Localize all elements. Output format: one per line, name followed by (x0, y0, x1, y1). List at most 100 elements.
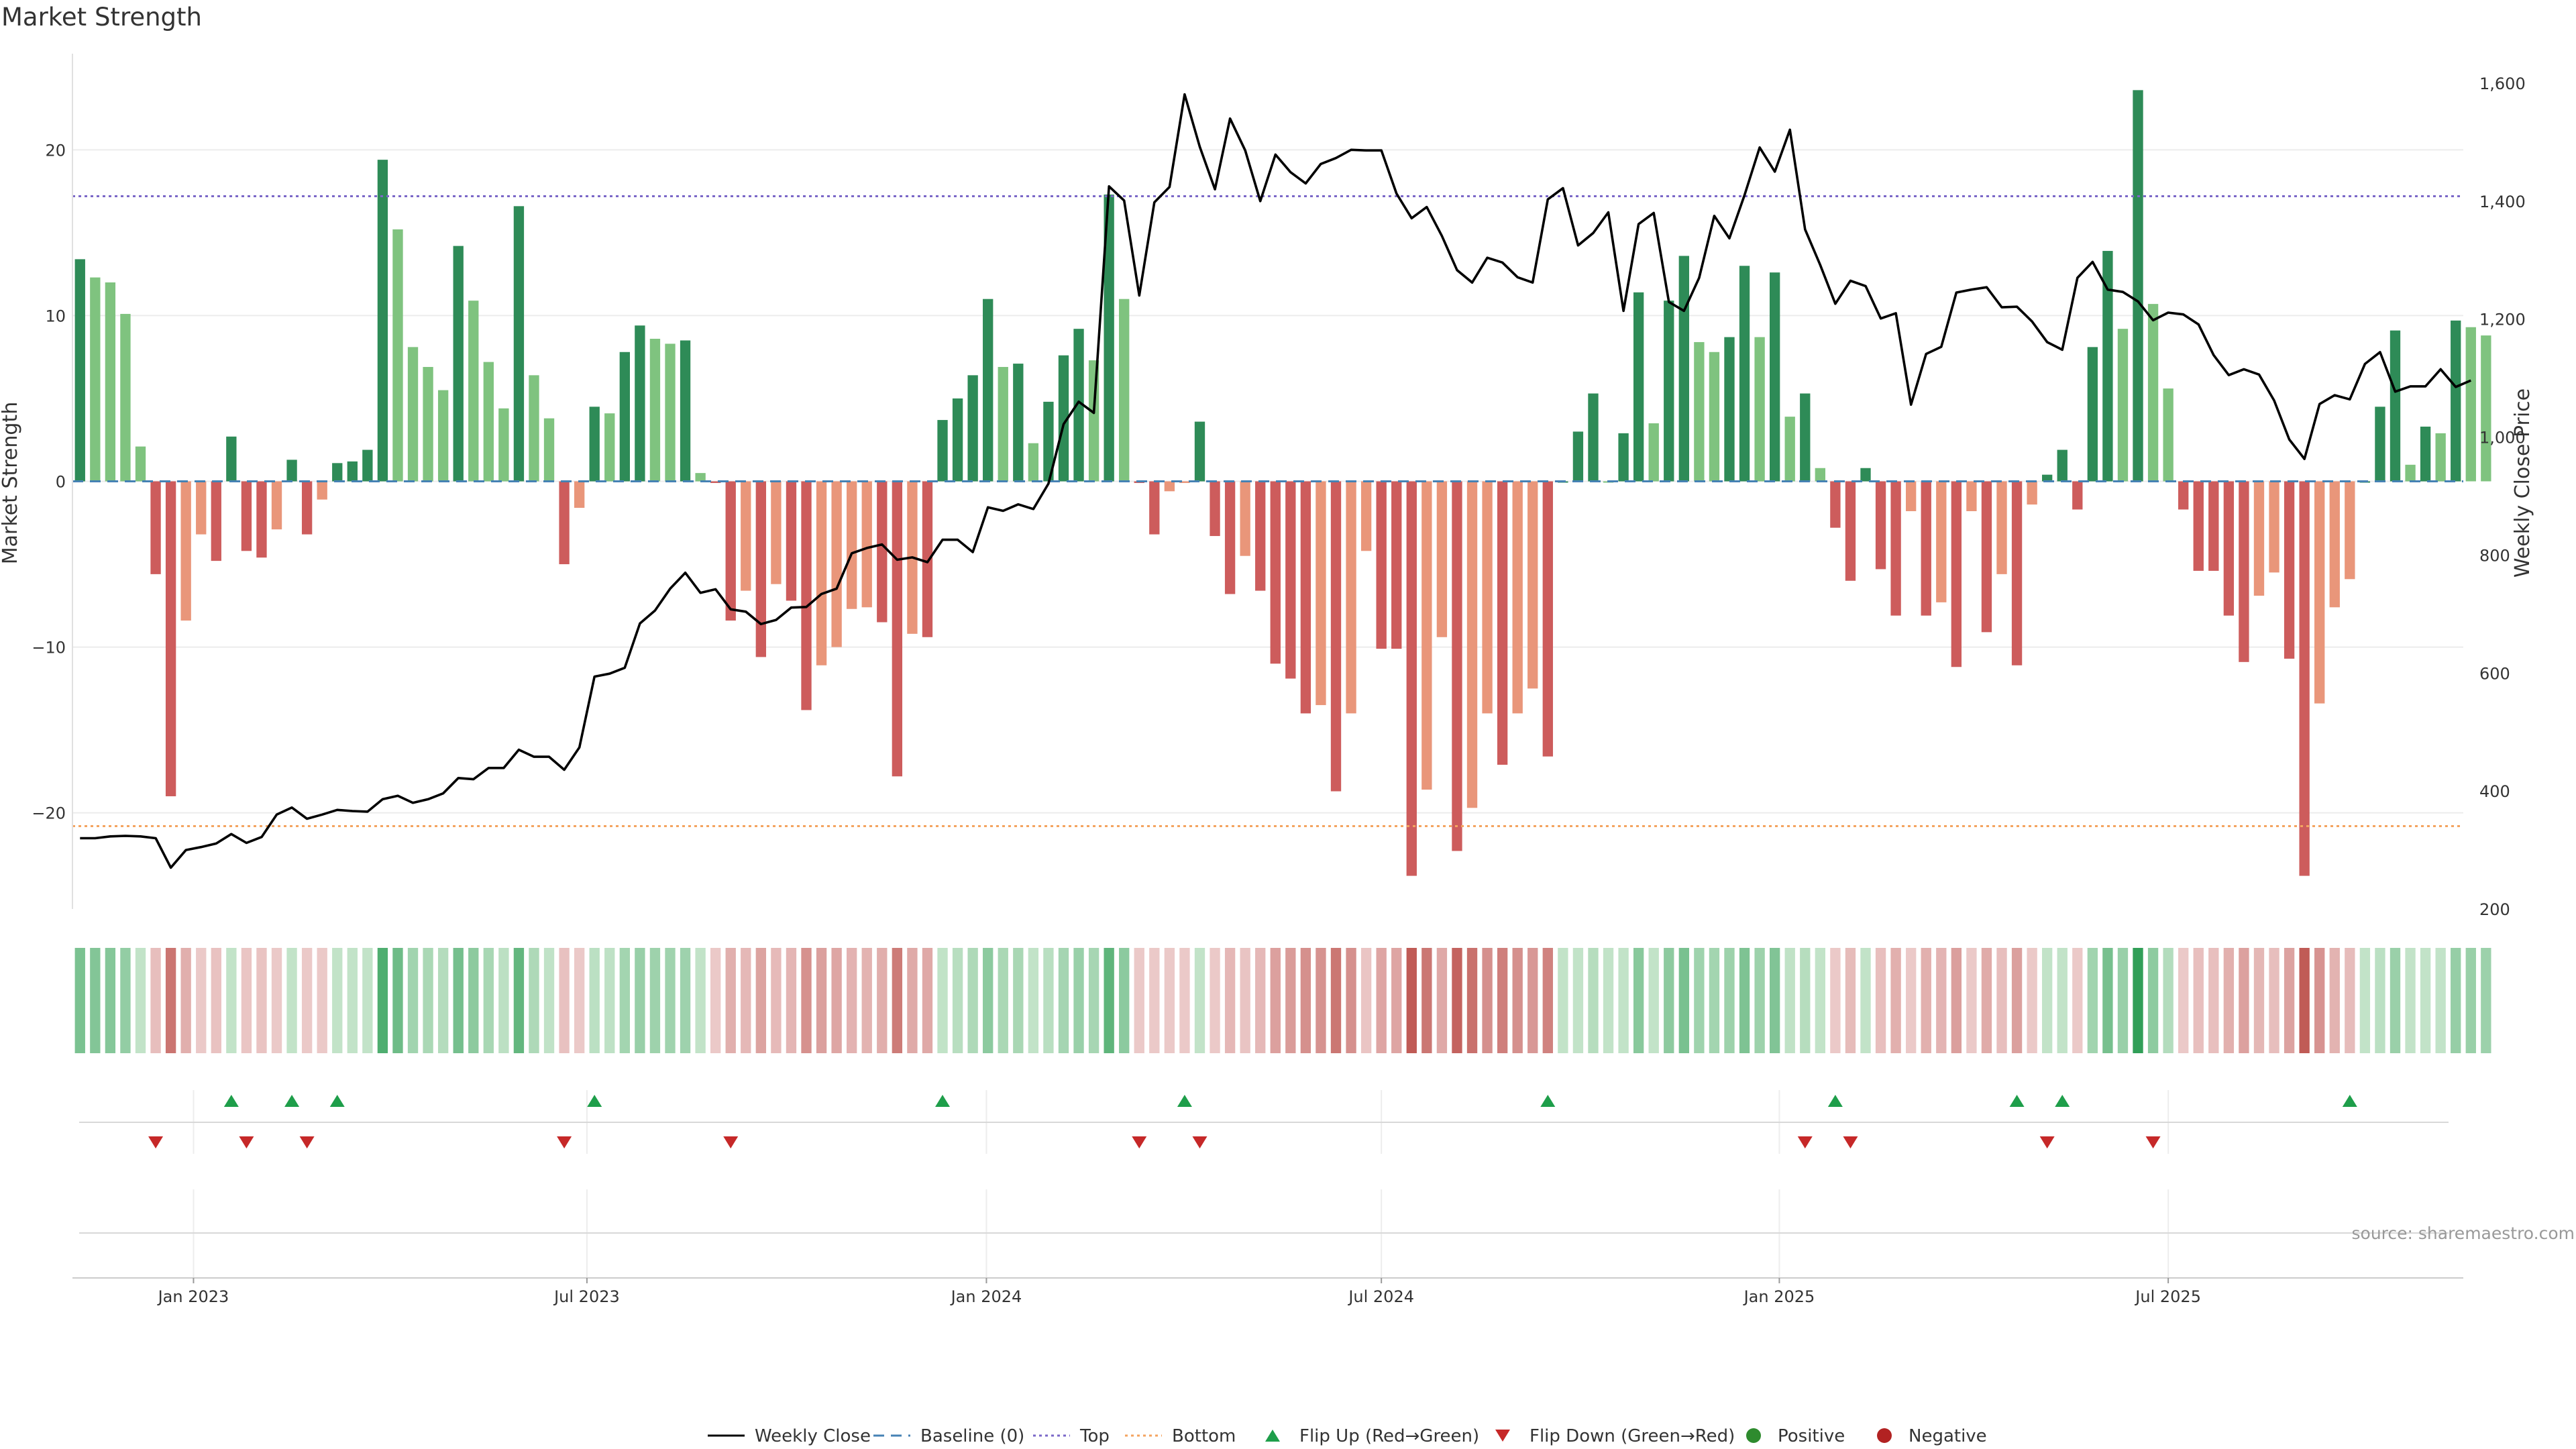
heat-cell (861, 948, 872, 1053)
heat-cell (423, 948, 433, 1053)
strength-bar (1739, 266, 1750, 482)
heat-cell (2359, 948, 2371, 1053)
strength-bar (1800, 393, 1811, 482)
strength-bar (1572, 431, 1584, 482)
strength-bar (362, 449, 373, 482)
strength-bar (1316, 481, 1326, 706)
y2-axis-label: Weekly Close Price (2511, 388, 2534, 578)
strength-bar (1694, 341, 1705, 482)
strength-bar (2420, 426, 2431, 482)
strength-bar (180, 481, 191, 621)
heat-cell (680, 948, 691, 1053)
flip-down-marker (1132, 1136, 1147, 1148)
heat-cell (1512, 948, 1523, 1053)
strength-bar (1013, 364, 1024, 482)
heat-cell (1527, 948, 1538, 1053)
strength-bar (1527, 481, 1538, 689)
heat-cell (332, 948, 343, 1053)
strength-bars (74, 90, 2491, 876)
heat-cell (2465, 948, 2476, 1053)
strength-bar (1043, 401, 1054, 482)
strength-bar (2390, 330, 2401, 482)
heat-cell (1588, 948, 1599, 1053)
strength-bar (589, 407, 600, 482)
strength-bar (120, 313, 131, 482)
strength-bar (483, 362, 494, 482)
heat-cell (271, 948, 282, 1053)
strength-bar (892, 481, 903, 777)
y-tick-label: 20 (45, 141, 66, 160)
flip-up-marker (2342, 1095, 2357, 1107)
strength-bar (2375, 407, 2385, 482)
heat-cell (1739, 948, 1750, 1053)
strength-bar (1119, 299, 1130, 482)
heat-cell (1360, 948, 1372, 1053)
weekly-close-line (80, 93, 2472, 869)
heat-cell (90, 948, 101, 1053)
strength-bar (604, 413, 615, 482)
legend-swatch (1265, 1430, 1280, 1442)
heat-cell (468, 948, 479, 1053)
heat-cell (165, 948, 176, 1053)
heat-cell (362, 948, 373, 1053)
strength-bar (2481, 335, 2491, 482)
strength-bar (2133, 90, 2143, 482)
heat-cell (695, 948, 706, 1053)
heat-cell (922, 948, 933, 1053)
flip-up-marker (587, 1095, 602, 1107)
heat-cell (649, 948, 661, 1053)
strength-bar (1406, 481, 1417, 876)
strength-bar (2329, 481, 2340, 608)
heat-cell (2057, 948, 2068, 1053)
strength-bar (211, 481, 221, 561)
strength-bar (150, 481, 161, 574)
heat-cell (725, 948, 736, 1053)
heat-cell (1134, 948, 1144, 1053)
heat-cell (1996, 948, 2007, 1053)
flip-down-marker (239, 1136, 254, 1148)
heat-cell (2117, 948, 2129, 1053)
heat-cell (2345, 948, 2355, 1053)
heat-cell (1921, 948, 1931, 1053)
heat-cell (907, 948, 918, 1053)
strength-bar (1678, 256, 1689, 482)
strength-bar (1588, 393, 1599, 482)
heat-cell (1860, 948, 1871, 1053)
strength-bar (2314, 481, 2325, 704)
strength-bar (437, 390, 449, 482)
weekly-close-line-group (80, 93, 2472, 869)
heat-cell (1436, 948, 1448, 1053)
strength-bar (710, 481, 721, 483)
heat-cell (2223, 948, 2235, 1053)
strength-bar (1754, 337, 1765, 482)
heat-cell (619, 948, 630, 1053)
strength-bar (2299, 481, 2310, 876)
strength-bar (2163, 388, 2174, 482)
heat-cell (1316, 948, 1326, 1053)
heat-cell (2329, 948, 2340, 1053)
strength-bar (543, 418, 555, 482)
heat-cell (937, 948, 948, 1053)
heat-cell (1951, 948, 1962, 1053)
y2-tick-label: 1,000 (2479, 429, 2526, 447)
heat-cell (1678, 948, 1689, 1053)
y2-tick-label: 1,200 (2479, 311, 2526, 329)
y2-tick-label: 1,600 (2479, 74, 2526, 93)
strength-bar (90, 277, 101, 482)
legend-label: Flip Down (Green→Red) (1529, 1426, 1735, 1446)
heat-cell (952, 948, 963, 1053)
heat-cell (589, 948, 600, 1053)
strength-bar (1164, 481, 1175, 492)
heat-cell (2420, 948, 2431, 1053)
strength-bar (559, 481, 570, 565)
strength-bar (2057, 449, 2068, 482)
strength-bar (741, 481, 751, 591)
heat-cell (2163, 948, 2174, 1053)
heat-cell (1845, 948, 1856, 1053)
strength-bar (301, 481, 313, 535)
strength-bar (2042, 474, 2053, 482)
strength-bar (649, 339, 661, 482)
heat-cell (2239, 948, 2249, 1053)
strength-bar (937, 420, 948, 482)
strength-bar (1179, 481, 1190, 483)
